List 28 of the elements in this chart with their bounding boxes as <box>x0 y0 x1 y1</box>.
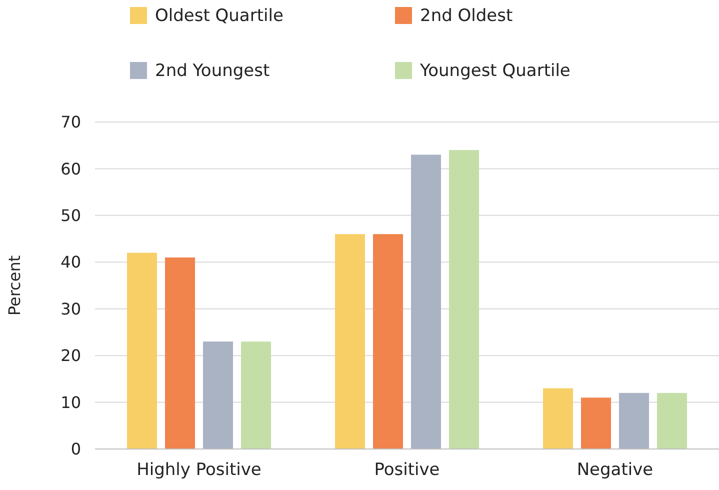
y-tick-label: 30 <box>60 299 81 318</box>
legend-label: Youngest Quartile <box>419 60 570 81</box>
bar <box>411 154 441 449</box>
legend-label: 2nd Oldest <box>420 6 513 26</box>
bar <box>543 388 573 449</box>
bar <box>335 234 365 449</box>
bar <box>449 150 479 449</box>
bar <box>127 252 157 449</box>
bar <box>619 392 649 449</box>
bar <box>241 342 271 449</box>
y-tick-label: 50 <box>60 206 81 226</box>
x-tick-label: Highly Positive <box>136 460 262 480</box>
bar <box>657 392 687 449</box>
legend-label: Oldest Quartile <box>155 6 284 26</box>
y-tick-label: 0 <box>70 440 81 459</box>
y-axis-title: Percent <box>5 255 24 316</box>
legend-label: 2nd Youngest <box>155 60 270 81</box>
x-tick-label: Negative <box>576 460 654 480</box>
y-tick-label: 20 <box>60 346 81 366</box>
y-tick-label: 40 <box>60 252 81 272</box>
x-tick-label: Positive <box>374 460 440 480</box>
bar <box>203 342 233 449</box>
bar <box>581 398 611 449</box>
bar <box>165 257 195 449</box>
y-tick-label: 10 <box>60 392 81 412</box>
y-tick-label: 70 <box>60 112 81 132</box>
y-tick-label: 60 <box>60 159 81 178</box>
bar <box>373 234 403 449</box>
